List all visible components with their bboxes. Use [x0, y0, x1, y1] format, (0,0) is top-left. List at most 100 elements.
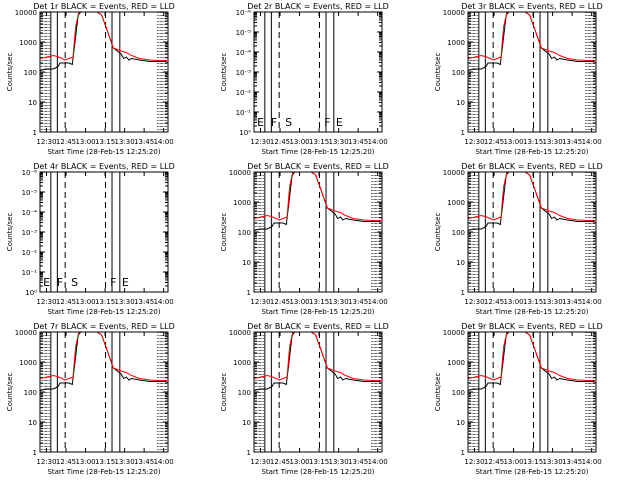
series-events-line: [468, 172, 595, 231]
x-tick-label: 13:45: [134, 298, 154, 306]
y-axis-label: Counts/sec: [6, 213, 14, 252]
series-lld-line: [254, 172, 381, 222]
panel-title: Det 4r BLACK = Events, RED = LLD: [33, 162, 175, 171]
y-tick-label: 1: [247, 289, 251, 297]
series-events-line: [468, 12, 595, 71]
y-tick-label: 1: [461, 129, 465, 137]
x-tick-label: 12:45: [270, 138, 290, 146]
x-tick-label: 13:00: [503, 138, 523, 146]
x-tick-label: 14:00: [154, 298, 174, 306]
y-axis-label: Counts/sec: [434, 373, 442, 412]
series-events-line: [254, 172, 381, 231]
x-tick-label: 13:30: [329, 138, 349, 146]
y-tick-label: 10000: [443, 169, 465, 177]
y-tick-label: 1000: [447, 359, 465, 367]
y-tick-label: 10⁻⁶: [236, 9, 252, 17]
plot-area: [468, 172, 595, 292]
x-tick-label: 13:15: [95, 138, 115, 146]
x-tick-label: 12:30: [464, 298, 484, 306]
y-tick-label: 100: [452, 389, 465, 397]
x-tick-label: 13:30: [115, 298, 135, 306]
panel-title: Det 7r BLACK = Events, RED = LLD: [33, 322, 175, 331]
y-tick-label: 10⁻⁶: [22, 169, 38, 177]
y-axis-label: Counts/sec: [220, 213, 228, 252]
y-tick-label: 10⁰: [25, 289, 37, 297]
x-tick-label: 13:00: [289, 298, 309, 306]
panel-det-7: Det 7r BLACK = Events, RED = LLD Start Ti…: [6, 322, 175, 476]
series-events-line: [40, 12, 167, 71]
panel-det-3: Det 3r BLACK = Events, RED = LLD Start Ti…: [434, 2, 603, 156]
panel-det-2: Det 2r BLACK = Events, RED = LLD Start Ti…: [220, 2, 389, 156]
series-events-line: [254, 332, 381, 391]
series-lld-line: [468, 332, 595, 382]
panel-title: Det 1r BLACK = Events, RED = LLD: [33, 2, 175, 11]
series-lld-line: [254, 332, 381, 382]
x-tick-label: 14:00: [368, 138, 388, 146]
x-tick-label: 13:00: [289, 458, 309, 466]
y-tick-label: 10⁻³: [22, 229, 38, 237]
y-tick-label: 1000: [447, 39, 465, 47]
y-tick-label: 10: [456, 259, 465, 267]
x-tick-label: 12:45: [484, 138, 504, 146]
x-tick-label: 12:45: [56, 458, 76, 466]
y-tick-label: 10000: [15, 9, 37, 17]
panel-det-9: Det 9r BLACK = Events, RED = LLD Start Ti…: [434, 322, 603, 476]
x-tick-label: 13:15: [95, 298, 115, 306]
panel-det-8: Det 8r BLACK = Events, RED = LLD Start Ti…: [220, 322, 389, 476]
panel-title: Det 2r BLACK = Events, RED = LLD: [247, 2, 389, 11]
y-tick-label: 10: [456, 419, 465, 427]
plot-frame: [467, 11, 597, 133]
y-tick-label: 1000: [233, 359, 251, 367]
y-tick-label: 10: [242, 259, 251, 267]
y-tick-label: 1000: [233, 199, 251, 207]
x-tick-label: 13:45: [348, 458, 368, 466]
flag-label-f: F: [57, 276, 63, 289]
panel-det-6: Det 6r BLACK = Events, RED = LLD Start Ti…: [434, 162, 603, 316]
panel-title: Det 5r BLACK = Events, RED = LLD: [247, 162, 389, 171]
x-tick-label: 14:00: [154, 138, 174, 146]
x-tick-label: 13:45: [348, 138, 368, 146]
x-tick-label: 13:30: [543, 458, 563, 466]
y-tick-label: 10⁻⁴: [236, 49, 252, 57]
series-events-line: [468, 332, 595, 391]
x-axis-label: Start Time (28-Feb-15 12:25:20): [261, 148, 374, 156]
panel-det-4: Det 4r BLACK = Events, RED = LLD Start Ti…: [6, 162, 175, 316]
x-tick-label: 14:00: [582, 138, 602, 146]
plot-area: [468, 332, 595, 452]
plot-area: [254, 172, 381, 292]
x-tick-label: 14:00: [582, 298, 602, 306]
x-axis-label: Start Time (28-Feb-15 12:25:20): [47, 308, 160, 316]
y-tick-label: 10000: [229, 329, 251, 337]
y-axis-label: Counts/sec: [6, 53, 14, 92]
y-tick-label: 1000: [19, 359, 37, 367]
y-tick-label: 1: [33, 449, 37, 457]
x-tick-label: 12:45: [56, 138, 76, 146]
plot-area: [40, 12, 167, 132]
x-tick-label: 13:30: [543, 138, 563, 146]
x-axis-label: Start Time (28-Feb-15 12:25:20): [475, 148, 588, 156]
plot-frame: [253, 171, 383, 293]
y-tick-label: 1: [461, 289, 465, 297]
y-tick-label: 100: [238, 389, 251, 397]
x-tick-label: 12:45: [484, 458, 504, 466]
y-tick-label: 10⁰: [239, 129, 251, 137]
flag-label-e: E: [43, 276, 50, 289]
plot-frame: [39, 331, 169, 453]
x-tick-label: 13:00: [503, 298, 523, 306]
panel-title: Det 9r BLACK = Events, RED = LLD: [461, 322, 603, 331]
y-tick-label: 100: [452, 69, 465, 77]
x-tick-label: 13:00: [75, 458, 95, 466]
x-tick-label: 13:30: [543, 298, 563, 306]
y-tick-label: 100: [452, 229, 465, 237]
x-tick-label: 12:30: [36, 138, 56, 146]
y-tick-label: 100: [24, 69, 37, 77]
x-tick-label: 12:30: [464, 138, 484, 146]
x-tick-label: 13:30: [329, 458, 349, 466]
y-tick-label: 1000: [19, 39, 37, 47]
y-tick-label: 100: [24, 389, 37, 397]
y-tick-label: 10⁻⁵: [22, 189, 38, 197]
plot-frame: [253, 331, 383, 453]
y-axis-label: Counts/sec: [6, 373, 14, 412]
x-tick-label: 13:15: [523, 458, 543, 466]
panel-title: Det 3r BLACK = Events, RED = LLD: [461, 2, 603, 11]
